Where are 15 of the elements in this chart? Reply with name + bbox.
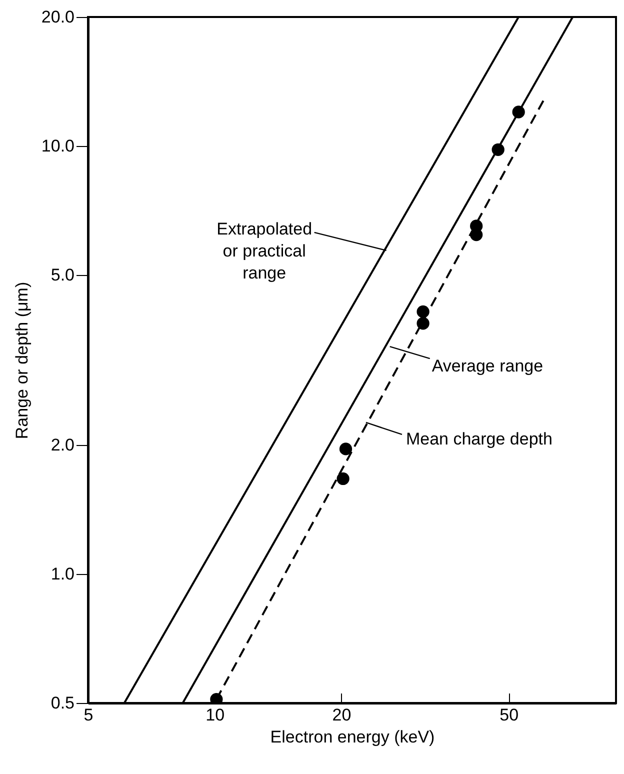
x-tick-label: 10 [206, 706, 225, 724]
y-tick-label: 20.0 [41, 8, 74, 26]
y-tick-label: 2.0 [50, 436, 74, 455]
y-tick-label: 5.0 [50, 265, 74, 284]
x-tick-label: 5 [84, 706, 94, 724]
x-tick-label: 20 [332, 706, 352, 724]
annotation: Extrapolated or practical range [216, 219, 312, 282]
y-tick-label: 1.0 [50, 564, 74, 584]
x-tick-label: 50 [500, 706, 519, 724]
annotation: Mean charge depth [406, 429, 552, 448]
y-axis-title: Range or depth (μm) [12, 282, 32, 440]
y-tick-label: 10.0 [41, 136, 74, 156]
annotation: Average range [432, 356, 544, 376]
y-tick-label: 0.5 [50, 694, 74, 712]
x-axis-title: Electron energy (keV) [270, 728, 435, 746]
